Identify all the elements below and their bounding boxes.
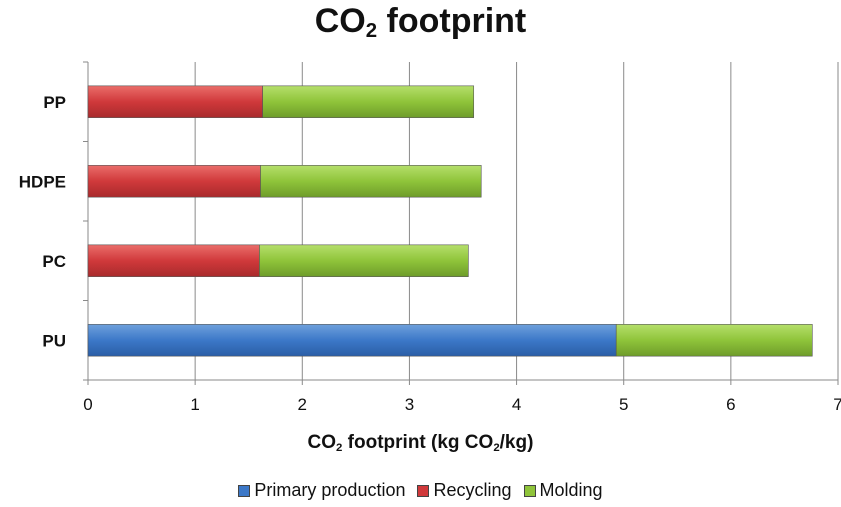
x-tick-label: 4 <box>512 395 521 414</box>
legend-swatch <box>238 484 251 497</box>
bar-segment-primary-production <box>87 324 617 357</box>
legend-item: Molding <box>523 480 603 501</box>
bar-segment-recycling <box>87 85 263 118</box>
category-label: PC <box>42 252 66 271</box>
legend-swatch <box>523 484 536 497</box>
x-tick-label: 2 <box>298 395 307 414</box>
chart-title: CO2 footprint <box>314 2 527 43</box>
legend: Primary production Recycling Molding <box>0 480 841 501</box>
x-tick-label: 5 <box>619 395 628 414</box>
bar-segment-molding <box>259 244 469 277</box>
category-label: PU <box>42 331 66 350</box>
bar-segment-molding <box>260 165 482 198</box>
category-label: HDPE <box>19 172 66 191</box>
x-tick-label: 0 <box>83 395 92 414</box>
bar-segment-molding <box>262 85 475 118</box>
legend-label: Recycling <box>433 480 512 500</box>
category-label: PP <box>43 93 66 112</box>
legend-label: Primary production <box>254 480 406 500</box>
bar-segment-recycling <box>87 165 261 198</box>
bar-segment-molding <box>615 324 813 357</box>
x-tick-label: 7 <box>833 395 841 414</box>
x-tick-label: 1 <box>190 395 199 414</box>
legend-item: Recycling <box>417 480 512 501</box>
legend-label: Molding <box>539 480 603 500</box>
x-tick-label: 3 <box>405 395 414 414</box>
legend-item: Primary production <box>238 480 405 501</box>
bar-segment-recycling <box>87 244 260 277</box>
x-tick-label: 6 <box>726 395 735 414</box>
x-axis-label: CO2 footprint (kg CO2/kg) <box>307 432 534 454</box>
legend-swatch <box>417 484 430 497</box>
